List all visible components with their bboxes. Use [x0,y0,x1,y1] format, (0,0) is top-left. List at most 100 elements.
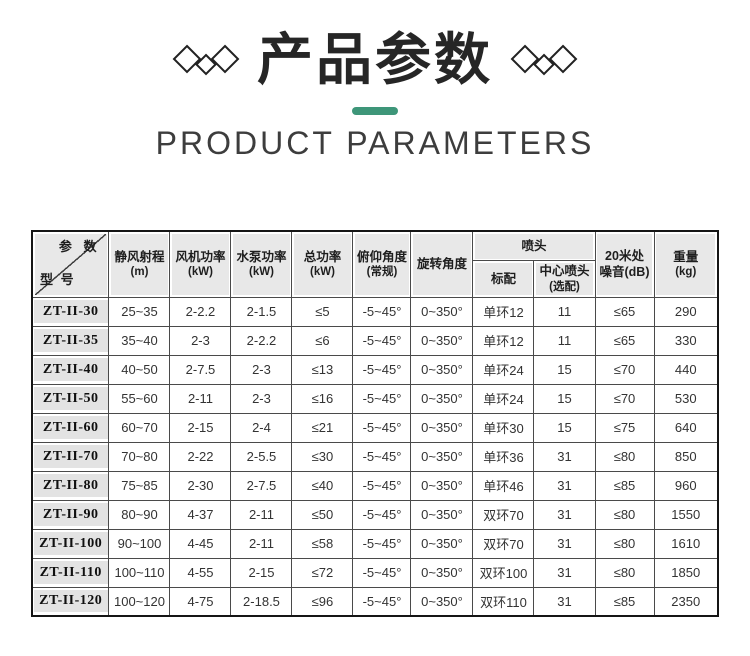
cell-fan: 2-2.2 [169,296,232,327]
cell-pump: 2-11 [230,528,293,559]
cell-range: 75~85 [108,470,171,501]
cell-model: ZT-II-30 [31,296,110,327]
cell-model: ZT-II-100 [31,528,110,559]
cell-pump: 2-1.5 [230,296,293,327]
cell-fan: 2-22 [169,441,232,472]
cell-range: 35~40 [108,325,171,356]
header-unit: (m) [130,265,149,278]
cell-total: ≤96 [291,586,354,617]
cell-noise: ≤85 [594,586,655,617]
cell-noise: ≤65 [594,296,655,327]
cell-total: ≤5 [291,296,354,327]
header-label: 中心喷头 [539,264,590,279]
cell-total: ≤40 [291,470,354,501]
cell-noise: ≤80 [594,499,655,530]
cell-model: ZT-II-120 [31,586,110,617]
cell-weight: 850 [653,441,719,472]
cell-weight: 640 [653,412,719,443]
cell-pitch: -5~45° [352,383,412,414]
cell-weight: 440 [653,354,719,385]
cell-weight: 290 [653,296,719,327]
cell-nozzle_center: 15 [533,412,596,443]
cell-noise: ≤70 [594,354,655,385]
cell-pump: 2-7.5 [230,470,293,501]
parameters-table: 参 数 型 号 静风射程 (m) 风机功率 (kW) 水泵功率 (kW) 总功率 [30,229,719,618]
cell-total: ≤58 [291,528,354,559]
cell-range: 100~120 [108,586,171,617]
cell-range: 25~35 [108,296,171,327]
cell-pitch: -5~45° [352,586,412,617]
table-body: ZT-II-30 25~35 2-2.2 2-1.5 ≤5 -5~45° 0~350° 单环1… [31,296,719,617]
table-row: ZT-II-100 90~100 4-45 2-11 ≤58 -5~45° 0~350° 双环… [31,528,719,559]
cell-model: ZT-II-50 [31,383,110,414]
cell-nozzle_std: 单环30 [472,412,535,443]
col-header-noise: 20米处 噪音(dB) [594,230,655,298]
table-row: ZT-II-80 75~85 2-30 2-7.5 ≤40 -5~45° 0~350° 单环4… [31,470,719,501]
cell-noise: ≤70 [594,383,655,414]
cell-pitch: -5~45° [352,296,412,327]
header-unit: 噪音(dB) [599,265,650,280]
cell-nozzle_std: 双环100 [472,557,535,588]
title-underline [352,107,398,116]
cell-weight: 960 [653,470,719,501]
cell-range: 90~100 [108,528,171,559]
cell-pump: 2-18.5 [230,586,293,617]
cell-fan: 4-75 [169,586,232,617]
col-header-total-power: 总功率 (kW) [291,230,354,298]
cell-range: 55~60 [108,383,171,414]
cell-model: ZT-II-90 [31,499,110,530]
cell-rotation: 0~350° [410,528,474,559]
table-row: ZT-II-30 25~35 2-2.2 2-1.5 ≤5 -5~45° 0~350° 单环1… [31,296,719,327]
cell-weight: 2350 [653,586,719,617]
col-header-weight: 重量 (kg) [653,230,719,298]
corner-label-parameter: 参 数 [58,238,101,254]
cell-noise: ≤80 [594,528,655,559]
triple-diamond-icon [509,43,579,77]
cell-weight: 1610 [653,528,719,559]
col-header-pitch-angle: 俯仰角度 (常规) [352,230,412,298]
cell-fan: 4-55 [169,557,232,588]
cell-rotation: 0~350° [410,383,474,414]
cell-pump: 2-5.5 [230,441,293,472]
header-label: 20米处 [605,249,644,264]
header-unit: (kg) [675,265,697,278]
triple-diamond-icon [171,43,241,77]
cell-rotation: 0~350° [410,499,474,530]
table-row: ZT-II-60 60~70 2-15 2-4 ≤21 -5~45° 0~350° 单环30 1… [31,412,719,443]
cell-rotation: 0~350° [410,441,474,472]
cell-noise: ≤65 [594,325,655,356]
cell-total: ≤21 [291,412,354,443]
header-unit: (选配) [549,280,580,293]
col-header-rotation-angle: 旋转角度 [410,230,474,298]
cell-total: ≤13 [291,354,354,385]
col-header-nozzle-standard: 标配 [472,260,535,298]
cell-total: ≤50 [291,499,354,530]
cell-model: ZT-II-110 [31,557,110,588]
cell-pitch: -5~45° [352,470,412,501]
cell-pump: 2-3 [230,354,293,385]
cell-nozzle_std: 单环24 [472,383,535,414]
cell-total: ≤6 [291,325,354,356]
cell-range: 60~70 [108,412,171,443]
cell-weight: 330 [653,325,719,356]
cell-nozzle_std: 单环24 [472,354,535,385]
cell-nozzle_center: 31 [533,499,596,530]
header-unit: (常规) [366,265,398,278]
cell-nozzle_std: 单环36 [472,441,535,472]
cell-rotation: 0~350° [410,557,474,588]
cell-nozzle_std: 单环46 [472,470,535,501]
table-row: ZT-II-50 55~60 2-11 2-3 ≤16 -5~45° 0~350° 单环24 1… [31,383,719,414]
cell-total: ≤30 [291,441,354,472]
cell-pump: 2-11 [230,499,293,530]
cell-model: ZT-II-70 [31,441,110,472]
col-header-pump-power: 水泵功率 (kW) [230,230,293,298]
cell-nozzle_center: 31 [533,528,596,559]
cell-fan: 2-15 [169,412,232,443]
cell-nozzle_center: 15 [533,354,596,385]
header-label: 重量 [673,249,699,264]
cell-range: 40~50 [108,354,171,385]
cell-model: ZT-II-80 [31,470,110,501]
cell-range: 70~80 [108,441,171,472]
header-label: 水泵功率 [236,249,287,264]
cell-nozzle_center: 31 [533,441,596,472]
